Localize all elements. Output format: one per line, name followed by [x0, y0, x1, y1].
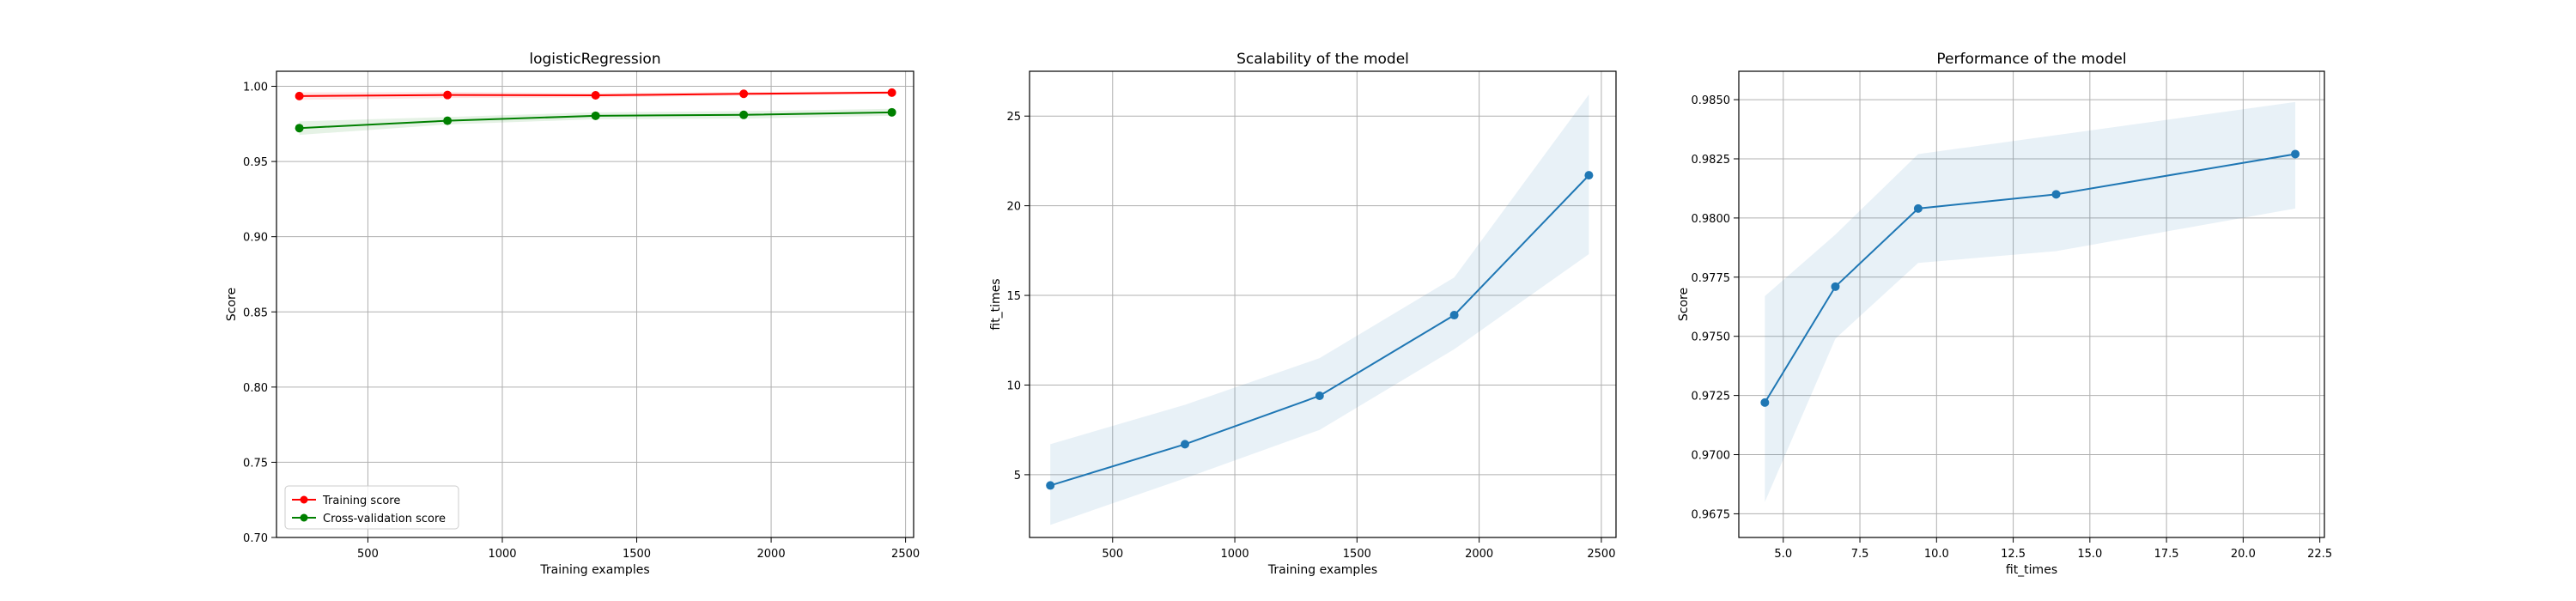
scalability-subplot: 500 1000 1500 2000 2500 5 10 15 20 25 Scalability …: [989, 51, 1616, 577]
y-tick-label: 10: [1006, 379, 1021, 392]
data-point: [443, 91, 452, 100]
y-tick-label: 0.9775: [1692, 272, 1731, 285]
x-tick-label: 1500: [1343, 548, 1371, 561]
x-tick-label: 10.0: [1924, 548, 1949, 561]
x-tick-label: 5.0: [1774, 548, 1792, 561]
x-tick-label: 500: [1102, 548, 1123, 561]
y-tick-label: 0.75: [243, 457, 268, 470]
y-axis-label: Score: [1677, 288, 1691, 321]
data-point: [295, 92, 304, 100]
x-axis-label: Training examples: [539, 563, 649, 577]
y-tick-label: 0.90: [243, 232, 268, 245]
x-tick-label: 20.0: [2231, 548, 2256, 561]
confidence-band: [1765, 102, 2295, 502]
data-point: [1584, 171, 1593, 179]
data-point: [739, 111, 748, 119]
x-tick-label: 12.5: [2001, 548, 2026, 561]
y-tick-label: 0.9800: [1692, 213, 1731, 226]
y-tick-label: 20: [1006, 201, 1021, 214]
data-point: [888, 88, 896, 97]
y-tick-label: 0.9675: [1692, 508, 1731, 521]
y-tick-label: 0.95: [243, 156, 268, 169]
y-tick-label: 0.9750: [1692, 331, 1731, 344]
legend-label: Cross-validation score: [323, 513, 446, 525]
x-tick-label: 1000: [488, 548, 516, 561]
x-tick-label: 2500: [1587, 548, 1615, 561]
data-point: [1450, 311, 1459, 319]
y-tick-label: 15: [1006, 290, 1021, 303]
y-tick-label: 0.85: [243, 307, 268, 319]
x-axis-label: fit_times: [2006, 563, 2057, 577]
data-point: [592, 112, 600, 120]
y-tick-label: 25: [1006, 111, 1021, 124]
chart-title: logisticRegression: [529, 51, 660, 68]
y-tick-label: 0.80: [243, 382, 268, 395]
legend-marker: [301, 496, 308, 504]
y-tick-label: 5: [1014, 470, 1021, 483]
data-point: [1760, 398, 1769, 407]
y-tick-label: 1.00: [243, 82, 268, 94]
y-tick-label: 0.9850: [1692, 94, 1731, 107]
data-point: [1046, 481, 1054, 489]
y-tick-label: 0.9725: [1692, 391, 1731, 404]
x-tick-label: 2000: [1465, 548, 1493, 561]
x-tick-label: 7.5: [1851, 548, 1869, 561]
data-point: [443, 117, 452, 125]
data-point: [295, 124, 304, 132]
data-point: [739, 89, 748, 98]
data-point: [888, 108, 896, 117]
data-point: [1831, 282, 1839, 291]
data-point: [1315, 392, 1324, 400]
data-point: [2291, 149, 2300, 158]
axes-frame: [276, 71, 914, 537]
performance-subplot: 5.0 7.5 10.0 12.5 15.0 17.5 20.0 22.5 0.9675 0.97…: [1677, 51, 2332, 577]
y-tick-label: 0.9700: [1692, 450, 1731, 463]
data-point: [592, 91, 600, 100]
data-point: [1914, 204, 1923, 213]
learning-curve-subplot: 500 1000 1500 2000 2500 0.70 0.75 0.80 0.85 0.90 0…: [225, 51, 920, 577]
x-tick-label: 500: [357, 548, 379, 561]
y-tick-label: 0.70: [243, 532, 268, 545]
y-axis-label: Score: [225, 288, 239, 321]
data-point: [1181, 440, 1189, 448]
legend-marker: [301, 514, 308, 522]
x-axis-label: Training examples: [1267, 563, 1377, 577]
y-tick-label: 0.9825: [1692, 154, 1731, 167]
x-tick-label: 17.5: [2154, 548, 2179, 561]
x-tick-label: 2000: [757, 548, 786, 561]
y-axis-label: fit_times: [989, 278, 1003, 330]
data-point: [2052, 190, 2061, 198]
x-tick-label: 22.5: [2307, 548, 2332, 561]
legend-label: Training score: [322, 495, 400, 507]
x-tick-label: 1500: [623, 548, 651, 561]
x-tick-label: 15.0: [2077, 548, 2102, 561]
chart-title: Performance of the model: [1936, 51, 2126, 68]
x-tick-label: 1000: [1221, 548, 1249, 561]
chart-title: Scalability of the model: [1236, 51, 1409, 68]
x-tick-label: 2500: [891, 548, 920, 561]
